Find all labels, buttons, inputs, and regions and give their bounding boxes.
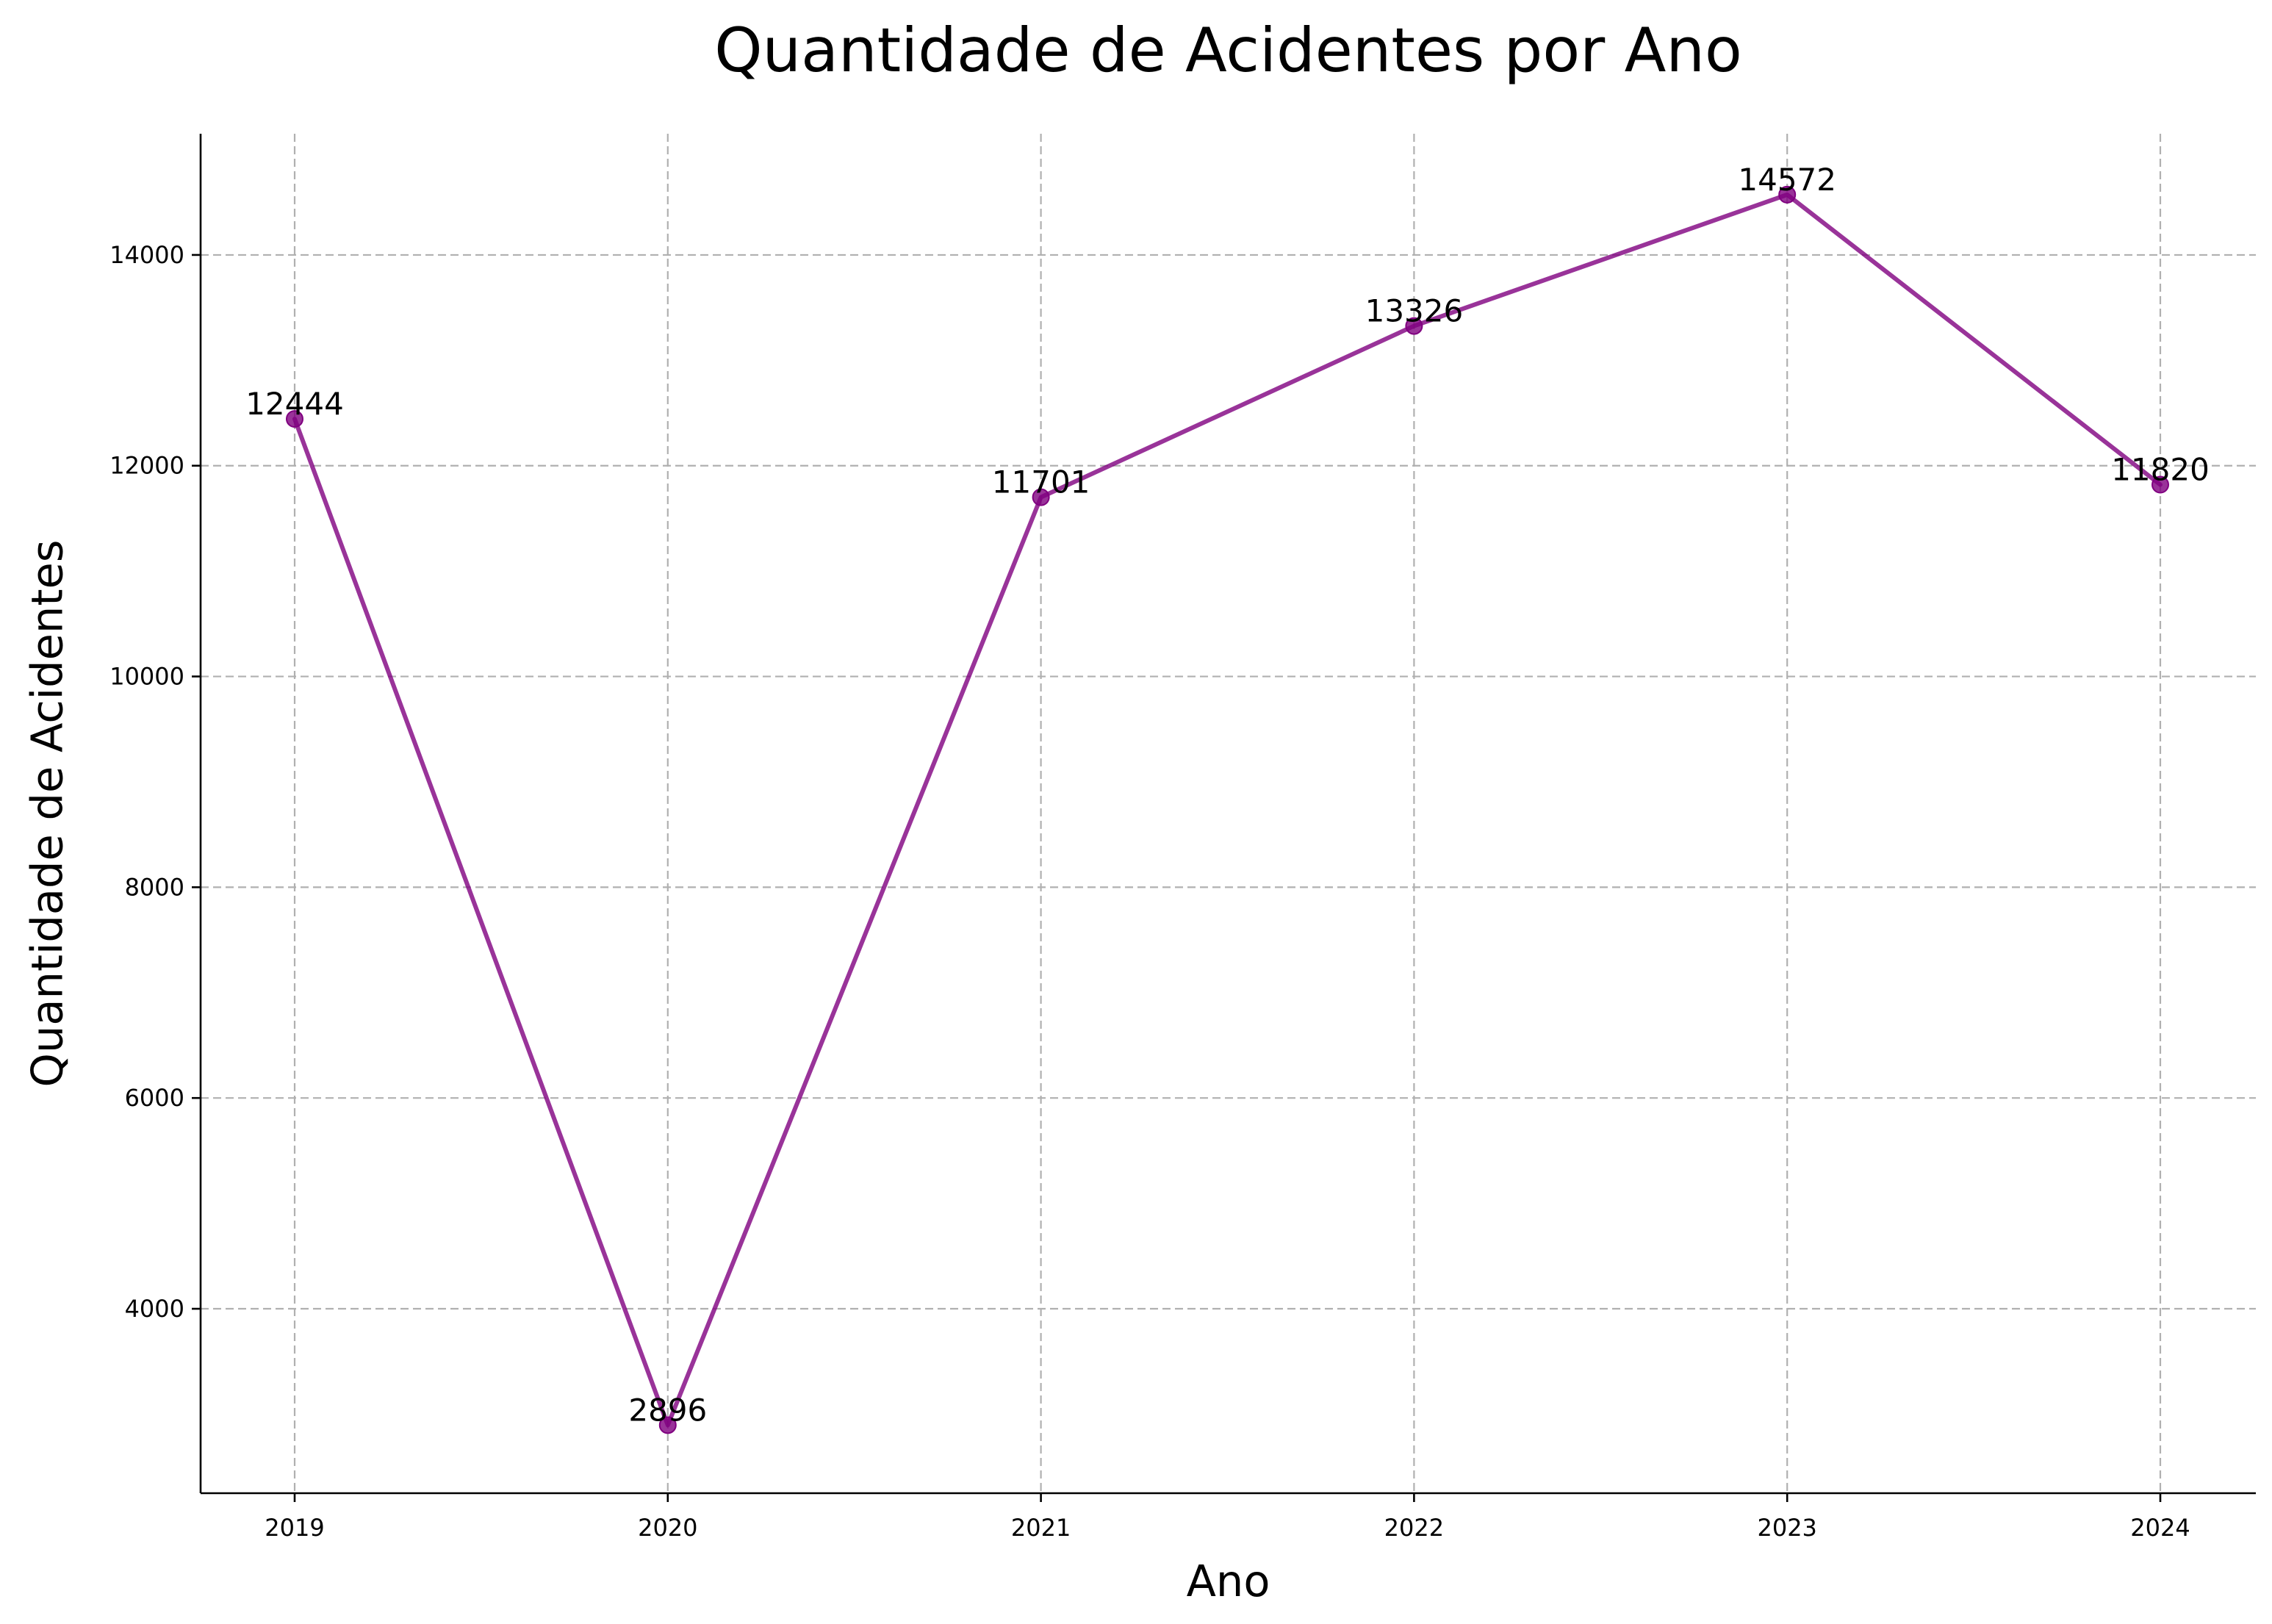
y-tick-label: 14000 bbox=[109, 241, 184, 269]
grid-layer bbox=[201, 134, 2256, 1493]
data-label: 11701 bbox=[992, 464, 1090, 500]
x-axis-title: Ano bbox=[1187, 1556, 1270, 1606]
chart-title: Quantidade de Acidentes por Ano bbox=[714, 15, 1742, 86]
data-point[interactable] bbox=[1405, 317, 1423, 335]
data-label: 13326 bbox=[1365, 293, 1464, 329]
series-line bbox=[292, 192, 2163, 1428]
y-tick-label: 12000 bbox=[109, 452, 184, 480]
data-point[interactable] bbox=[2151, 475, 2169, 494]
ticks-layer: 4000 6000 8000 10000 12000 14000 2019 2020 2021 2… bbox=[109, 241, 2190, 1542]
data-labels-layer: 12444 2896 11701 13326 14572 11820 bbox=[245, 162, 2210, 1428]
x-tick-label: 2024 bbox=[2130, 1514, 2190, 1542]
axes-layer bbox=[199, 134, 2256, 1495]
y-tick-label: 8000 bbox=[125, 873, 184, 901]
x-tick-label: 2019 bbox=[265, 1514, 324, 1542]
data-label: 14572 bbox=[1738, 162, 1836, 198]
y-tick-label: 6000 bbox=[125, 1084, 184, 1112]
y-tick-label: 10000 bbox=[109, 663, 184, 691]
data-label: 12444 bbox=[245, 386, 344, 422]
data-label: 11820 bbox=[2111, 452, 2210, 488]
data-point[interactable] bbox=[1778, 185, 1797, 204]
x-tick-label: 2023 bbox=[1757, 1514, 1816, 1542]
y-axis-title: Quantidade de Acidentes bbox=[22, 540, 73, 1088]
data-point[interactable] bbox=[1032, 488, 1050, 506]
data-point[interactable] bbox=[286, 410, 303, 428]
series-layer bbox=[286, 185, 2169, 1434]
x-tick-label: 2020 bbox=[638, 1514, 697, 1542]
y-tick-label: 4000 bbox=[125, 1295, 184, 1323]
data-point[interactable] bbox=[658, 1416, 677, 1434]
x-tick-label: 2022 bbox=[1384, 1514, 1444, 1542]
x-tick-label: 2021 bbox=[1011, 1514, 1071, 1542]
data-label: 2896 bbox=[628, 1392, 707, 1428]
